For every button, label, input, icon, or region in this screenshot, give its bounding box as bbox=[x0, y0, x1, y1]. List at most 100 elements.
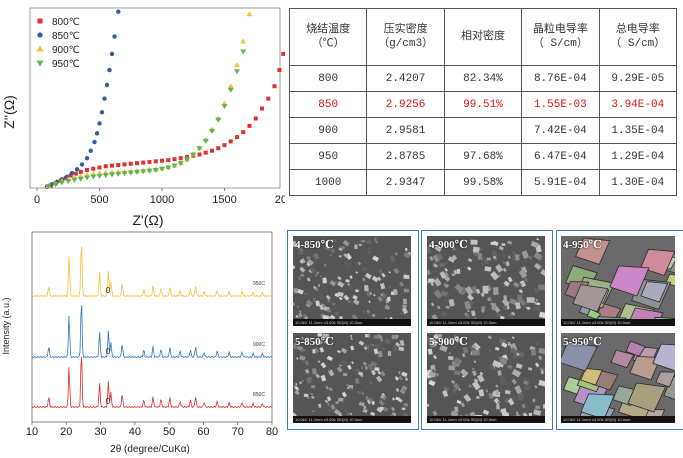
sem-grain bbox=[479, 247, 483, 251]
sem-grain bbox=[392, 288, 398, 296]
sem-grain bbox=[361, 366, 364, 370]
sem-grain bbox=[377, 276, 382, 282]
sem-grain bbox=[293, 343, 299, 350]
sem-grain bbox=[404, 287, 408, 290]
sem-grain bbox=[340, 347, 348, 354]
sem-grain bbox=[432, 263, 439, 268]
sem-grain bbox=[375, 375, 383, 383]
sem-grain bbox=[397, 398, 403, 403]
sem-texture bbox=[561, 236, 675, 326]
sem-grain bbox=[453, 382, 460, 391]
sem-grain bbox=[313, 347, 320, 354]
sem-grain bbox=[298, 355, 306, 361]
data-point bbox=[97, 165, 102, 170]
xrd-trace bbox=[31, 356, 273, 409]
sem-grain bbox=[430, 282, 435, 287]
table-cell: 1.55E-03 bbox=[521, 91, 600, 118]
data-point bbox=[228, 139, 233, 144]
sem-grain bbox=[540, 268, 545, 277]
sem-grain bbox=[528, 255, 533, 260]
sem-grain bbox=[343, 253, 349, 258]
data-point bbox=[104, 82, 110, 88]
sem-grain bbox=[492, 240, 499, 247]
sem-grain bbox=[530, 240, 539, 248]
data-point bbox=[90, 174, 97, 180]
sem-grain bbox=[481, 309, 485, 313]
sem-grain bbox=[470, 239, 478, 245]
sem-grain bbox=[445, 305, 450, 309]
sem-grain bbox=[447, 355, 454, 361]
sem-grain bbox=[500, 258, 505, 263]
impedance-x-label: Z'(Ω) bbox=[132, 212, 163, 228]
sem-texture bbox=[293, 333, 411, 423]
sem-grain bbox=[535, 405, 540, 410]
x-tick-label: 1000 bbox=[150, 194, 174, 206]
sem-grain bbox=[297, 276, 302, 281]
header-text: 烧结温度 bbox=[306, 24, 351, 36]
sem-grain bbox=[296, 357, 299, 360]
sem-grain bbox=[501, 243, 506, 246]
data-point bbox=[222, 143, 227, 148]
sem-grain bbox=[377, 350, 383, 358]
sem-grain bbox=[402, 304, 407, 308]
sem-grain bbox=[443, 271, 450, 278]
sem-grain bbox=[534, 362, 540, 368]
sem-label: 5-900℃ bbox=[429, 336, 468, 348]
sem-grain bbox=[508, 313, 512, 317]
sem-grain bbox=[467, 294, 474, 301]
sem-grain bbox=[501, 342, 508, 348]
sem-grain bbox=[370, 369, 376, 376]
sem-grain bbox=[306, 377, 312, 384]
sem-image: 4-900℃ 10.0kV 11.1mm x3.00k SE(M) 10.0um bbox=[427, 236, 545, 326]
sem-grain bbox=[300, 273, 305, 277]
sem-image: 4-850℃ 10.0kV 11.1mm x3.00k SE(M) 10.0um bbox=[293, 236, 411, 326]
sem-grain bbox=[463, 311, 470, 318]
data-point bbox=[246, 11, 253, 17]
x-tick-label: 20 bbox=[60, 426, 72, 438]
sem-grain bbox=[380, 293, 384, 297]
impedance-plot: Z''(Ω) Z'(Ω) 0 500 1000 1500 2000 800℃ 850℃ 90… bbox=[1, 7, 285, 228]
sem-grain bbox=[399, 339, 405, 347]
xrd-plot: Intensity (a.u.) 2θ (degree/CuKα) 10 20 30… bbox=[1, 231, 278, 455]
data-point bbox=[216, 146, 221, 151]
sem-grain bbox=[373, 348, 379, 355]
sem-grain bbox=[372, 255, 380, 262]
sem-grain bbox=[454, 406, 459, 413]
sem-grain bbox=[523, 380, 529, 385]
sem-grain bbox=[468, 299, 475, 306]
sem-grain bbox=[503, 295, 507, 300]
sem-grain bbox=[312, 349, 316, 354]
sem-grain bbox=[318, 403, 322, 408]
sem-grain bbox=[473, 252, 478, 257]
sem-grain bbox=[500, 359, 507, 365]
sem-grain bbox=[503, 280, 510, 287]
sem-grain bbox=[389, 255, 396, 263]
sem-grain bbox=[518, 289, 524, 294]
sem-grain bbox=[314, 286, 319, 291]
sem-grain bbox=[497, 370, 502, 376]
legend-marker bbox=[37, 18, 43, 24]
sem-grain bbox=[399, 311, 403, 316]
sem-grain bbox=[328, 238, 331, 242]
sem-grain bbox=[443, 261, 448, 265]
sem-grain bbox=[392, 397, 395, 401]
sem-grain bbox=[305, 303, 311, 308]
sem-grain bbox=[439, 271, 447, 279]
sem-grain bbox=[542, 404, 545, 410]
table-cell: 1.30E-04 bbox=[598, 169, 678, 196]
data-point bbox=[122, 162, 127, 167]
sem-grain bbox=[366, 309, 370, 314]
data-point bbox=[69, 170, 75, 176]
sem-grain bbox=[338, 255, 342, 258]
data-point bbox=[78, 169, 83, 174]
sem-grain bbox=[433, 289, 443, 299]
legend-label: 950℃ bbox=[52, 59, 80, 70]
sem-grain bbox=[302, 348, 306, 352]
sem-grain bbox=[293, 302, 295, 306]
table-cell: 9.29E-05 bbox=[598, 65, 678, 92]
sem-grain bbox=[328, 409, 331, 413]
sem-grain bbox=[439, 262, 445, 268]
sem-grain bbox=[429, 256, 434, 262]
sem-grain bbox=[487, 335, 492, 340]
table-cell: 8.76E-04 bbox=[521, 65, 600, 92]
